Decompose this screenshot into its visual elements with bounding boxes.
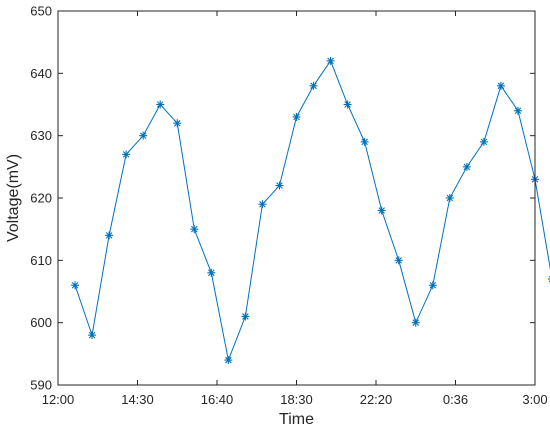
data-point-marker bbox=[224, 356, 233, 365]
x-axis: 12:00 14:30 16:40 18:30 22:20 0:36 3:00 bbox=[42, 11, 548, 407]
data-point-marker bbox=[377, 206, 386, 215]
data-point-marker bbox=[360, 137, 369, 146]
data-point-marker bbox=[394, 256, 403, 265]
data-point-marker bbox=[156, 100, 165, 109]
data-point-marker bbox=[105, 231, 114, 240]
data-point-marker bbox=[71, 281, 80, 290]
data-point-marker bbox=[343, 100, 352, 109]
data-point-marker bbox=[275, 181, 284, 190]
data-point-marker bbox=[139, 131, 148, 140]
x-tick-label: 0:36 bbox=[443, 392, 468, 407]
y-tick-label: 600 bbox=[30, 315, 52, 330]
y-tick-label: 610 bbox=[30, 253, 52, 268]
y-tick-label: 630 bbox=[30, 128, 52, 143]
data-point-marker bbox=[122, 150, 131, 159]
y-axis: 590 600 610 620 630 640 650 bbox=[30, 4, 535, 393]
series-line bbox=[74, 59, 550, 362]
data-point-marker bbox=[258, 200, 267, 209]
data-point-marker bbox=[326, 56, 335, 65]
y-tick-label: 640 bbox=[30, 66, 52, 81]
data-point-marker bbox=[411, 318, 420, 327]
data-point-marker bbox=[88, 331, 97, 340]
x-tick-label: 18:30 bbox=[280, 392, 313, 407]
data-point-marker bbox=[462, 162, 471, 171]
data-point-marker bbox=[292, 112, 301, 121]
data-point-marker bbox=[428, 281, 437, 290]
data-point-marker bbox=[548, 275, 550, 283]
plot-area-frame bbox=[57, 10, 536, 386]
y-tick-label: 590 bbox=[30, 378, 52, 393]
data-point-marker bbox=[479, 137, 488, 146]
x-axis-label: Time bbox=[279, 411, 314, 428]
x-tick-label: 3:00 bbox=[522, 392, 547, 407]
series-layer bbox=[71, 56, 550, 365]
data-point-marker bbox=[241, 312, 250, 321]
x-tick-label: 22:20 bbox=[360, 392, 393, 407]
data-point-marker bbox=[513, 106, 522, 115]
y-tick-label: 650 bbox=[30, 4, 52, 19]
x-tick-label: 16:40 bbox=[201, 392, 234, 407]
y-tick-label: 620 bbox=[30, 191, 52, 206]
x-tick-label: 14:30 bbox=[121, 392, 154, 407]
x-tick-label: 12:00 bbox=[42, 392, 75, 407]
data-point-marker bbox=[445, 194, 454, 202]
data-point-marker bbox=[496, 81, 505, 90]
data-point-marker bbox=[190, 225, 199, 234]
data-point-marker bbox=[309, 81, 318, 90]
data-point-marker bbox=[207, 268, 216, 277]
data-point-marker bbox=[173, 119, 182, 128]
y-axis-label: Voltage(mV) bbox=[5, 154, 22, 242]
